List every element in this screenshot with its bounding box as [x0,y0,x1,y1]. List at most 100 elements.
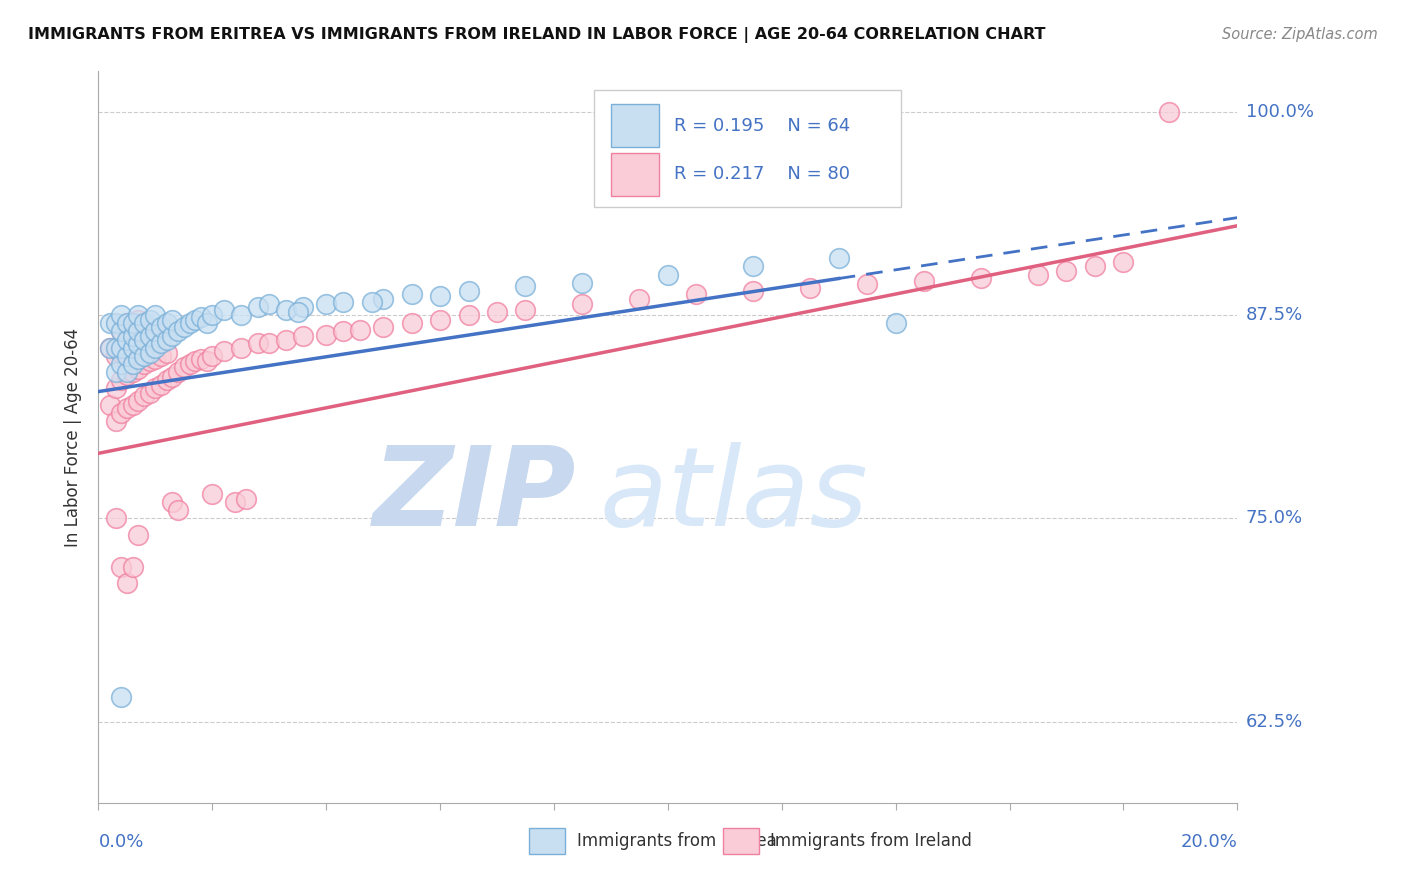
Point [127,308,149,322]
Point [292,300,315,314]
Point [856,277,879,292]
Point [110,325,132,339]
Point [349,323,371,337]
Point [685,287,707,301]
Text: 20.0%: 20.0% [1181,833,1237,851]
Text: IMMIGRANTS FROM ERITREA VS IMMIGRANTS FROM IRELAND IN LABOR FORCE | AGE 20-64 CO: IMMIGRANTS FROM ERITREA VS IMMIGRANTS FR… [28,27,1046,43]
Point [276,333,298,347]
FancyBboxPatch shape [612,104,659,147]
Point [156,316,179,330]
Point [173,360,195,375]
Point [292,329,315,343]
Point [150,349,173,363]
Point [884,316,907,330]
Point [138,353,160,368]
Point [162,313,184,327]
Point [167,325,190,339]
Point [742,284,765,298]
Point [104,316,127,330]
FancyBboxPatch shape [612,153,659,195]
Point [145,325,167,339]
Point [373,292,395,306]
Point [121,357,143,371]
Point [132,357,155,371]
Text: 100.0%: 100.0% [1246,103,1313,121]
Point [332,325,354,339]
Point [127,361,149,376]
Point [115,365,138,379]
Point [486,305,509,319]
Point [287,305,309,319]
Point [104,365,127,379]
Point [1056,264,1078,278]
Point [184,353,207,368]
Point [138,386,160,401]
Point [104,349,127,363]
Point [1112,254,1135,268]
Point [156,373,179,387]
Point [150,335,173,350]
Point [121,560,143,574]
Point [276,303,298,318]
Point [150,319,173,334]
Point [259,335,281,350]
Point [121,329,143,343]
Point [457,284,479,298]
Text: Immigrants from Eritrea: Immigrants from Eritrea [576,832,776,850]
Point [138,329,160,343]
Point [828,252,851,266]
Point [104,341,127,355]
Point [970,270,993,285]
Text: ZIP: ZIP [373,442,576,549]
Point [98,398,121,412]
Point [190,310,212,324]
Point [121,365,143,379]
Point [179,357,201,371]
Point [127,313,149,327]
Point [429,313,451,327]
Point [132,349,155,363]
Point [121,316,143,330]
Point [110,341,132,355]
Point [145,341,167,355]
Point [115,349,138,363]
Point [184,313,207,327]
Point [110,308,132,322]
Point [115,368,138,383]
Point [201,349,224,363]
Point [229,308,252,322]
Point [195,353,218,368]
Point [127,325,149,339]
Point [259,297,281,311]
Point [401,316,423,330]
Point [115,401,138,415]
Point [110,325,132,339]
Point [98,341,121,355]
Point [104,511,127,525]
Point [132,316,155,330]
Point [212,303,235,318]
Point [115,341,138,355]
Point [127,335,149,350]
Text: R = 0.195    N = 64: R = 0.195 N = 64 [673,117,849,135]
Point [373,319,395,334]
Point [173,319,195,334]
Point [360,295,382,310]
Point [162,329,184,343]
Point [115,316,138,330]
Point [121,316,143,330]
Point [138,345,160,359]
Point [912,274,935,288]
Text: 62.5%: 62.5% [1246,713,1303,731]
Point [145,308,167,322]
Point [150,378,173,392]
Point [190,352,212,367]
Point [224,495,246,509]
Text: atlas: atlas [599,442,868,549]
Point [167,365,190,379]
Point [115,576,138,591]
Point [121,398,143,412]
Point [121,337,143,351]
Point [571,297,593,311]
Point [229,341,252,355]
